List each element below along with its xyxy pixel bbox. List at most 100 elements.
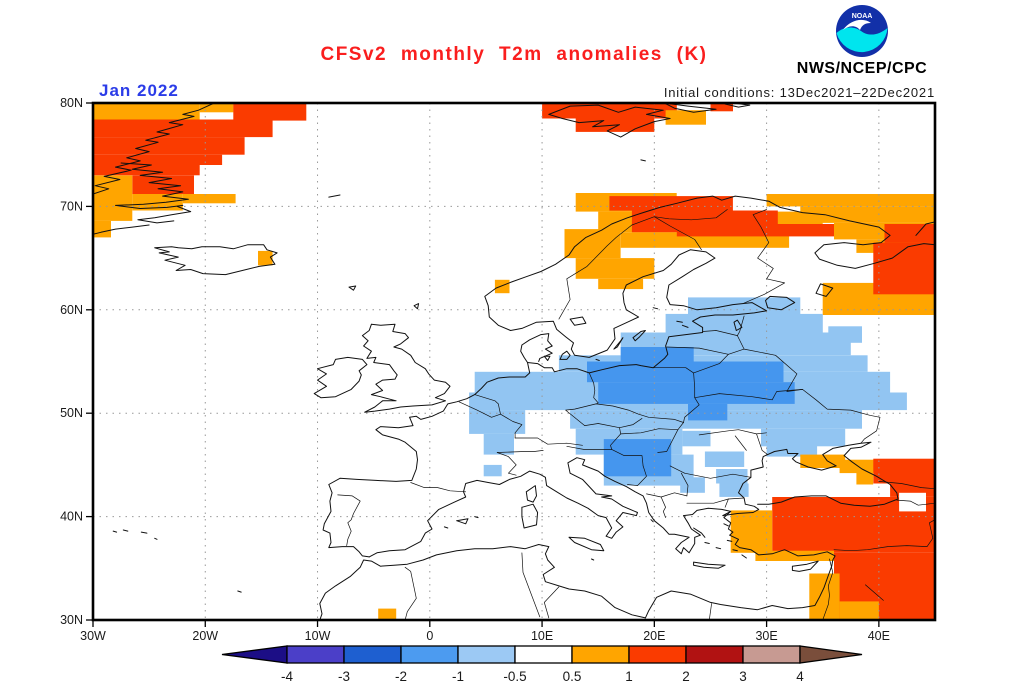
country-borders-path [497, 403, 523, 439]
country-borders-path [756, 433, 769, 455]
colorbar-label: -1 [452, 669, 464, 684]
map-cell-r [93, 154, 223, 165]
country-borders-path [584, 423, 620, 429]
lat-tick-label: 70N [60, 199, 83, 213]
country-borders-path [595, 403, 684, 423]
country-borders-path [619, 418, 643, 429]
colorbar-segment [628, 645, 687, 664]
lat-tick-label: 40N [60, 510, 83, 524]
colorbar-label: -3 [338, 669, 350, 684]
coastline-path [738, 441, 899, 507]
coastline-path [543, 355, 551, 361]
country-borders-path [558, 209, 728, 320]
country-borders [337, 209, 935, 620]
map-cell-o [564, 229, 621, 259]
country-borders-path [543, 586, 560, 619]
map-cell-mb [587, 361, 784, 383]
map-cell-mb [688, 403, 728, 421]
map-cell-o [93, 220, 111, 238]
map-cell-o [93, 175, 133, 221]
coastline-path [815, 283, 834, 297]
coastline-path [704, 542, 710, 544]
coastline-path [723, 523, 729, 527]
coastline-path [93, 103, 215, 195]
coastline-path [115, 162, 189, 209]
coastline-path [548, 104, 671, 138]
country-borders-path [802, 389, 881, 444]
coastline-path [663, 103, 717, 113]
colorbar-segment [571, 645, 630, 664]
coastline-path [726, 539, 733, 542]
map-cell-r [93, 137, 245, 155]
country-borders-path [737, 315, 745, 336]
country-borders-path [521, 552, 541, 618]
country-borders-path [660, 496, 666, 518]
map-cell-lb [716, 469, 748, 484]
map-cell-r [884, 224, 935, 243]
coastline-path [791, 560, 819, 572]
country-borders-path [694, 389, 803, 401]
colorbar-label: 3 [739, 669, 747, 684]
coastline-path [693, 527, 706, 538]
map-cell-o [93, 103, 200, 120]
colorbar-segment [286, 645, 345, 664]
coastline-path [413, 303, 420, 310]
country-borders-path [708, 603, 712, 620]
country-borders-path [669, 465, 685, 474]
colorbar: -4 -3 -2 -1 -0.5 0.5 1 2 3 4 [221, 645, 863, 684]
map-cell-lb [704, 451, 745, 467]
country-borders-path [566, 445, 613, 450]
coastline-path [693, 561, 726, 569]
coastline [93, 103, 935, 620]
lon-tick-label: 40E [868, 629, 890, 643]
coastline-path [112, 530, 118, 533]
coastline-path [650, 519, 654, 523]
coastline-path [521, 503, 539, 529]
colorbar-segment [343, 645, 402, 664]
country-borders-path [565, 403, 597, 426]
map-cell-mb [598, 382, 795, 404]
map-cell-r [710, 103, 733, 112]
country-borders-path [646, 492, 688, 498]
map-cell-o [839, 601, 879, 620]
coastline-path [361, 323, 451, 413]
country-borders-path [496, 452, 517, 476]
map-cell-o [800, 206, 935, 223]
map-cell-o [839, 459, 879, 474]
lon-tick-label: 0 [426, 629, 433, 643]
map-cell-lb [483, 464, 502, 477]
coastline-path [510, 249, 768, 374]
map-cell-lb [682, 430, 711, 447]
coastline-path [93, 224, 150, 235]
noaa-logo: NOAA [836, 5, 888, 57]
colorbar-label: -2 [395, 669, 407, 684]
colorbar-label: 0.5 [563, 669, 582, 684]
coastline-path [613, 337, 624, 350]
coastline-path [681, 324, 689, 328]
coastline-path [137, 205, 192, 224]
coastline-path [676, 320, 683, 323]
coastline-path [715, 547, 722, 550]
coastline-path [237, 590, 242, 593]
map-cell-o [856, 472, 874, 485]
country-borders-path [652, 367, 694, 374]
lon-tick-label: 30W [80, 629, 106, 643]
colorbar-label: 1 [625, 669, 633, 684]
country-borders-path [822, 558, 834, 620]
colorbar-segment [685, 645, 744, 664]
coastline-path [765, 295, 796, 311]
coastline-path [443, 526, 449, 529]
country-borders-path [404, 566, 417, 620]
map-cell-o [494, 279, 510, 294]
lon-tick-label: 10E [531, 629, 553, 643]
colorbar-label: 2 [682, 669, 690, 684]
coastline-path [741, 554, 747, 559]
coastline-path [525, 485, 537, 503]
coastline-path [632, 330, 646, 342]
anomaly-field [93, 103, 935, 620]
map-cell-lb [719, 483, 749, 497]
coastline-path [644, 510, 836, 619]
country-borders-path [627, 465, 647, 486]
country-borders-path [896, 499, 935, 506]
